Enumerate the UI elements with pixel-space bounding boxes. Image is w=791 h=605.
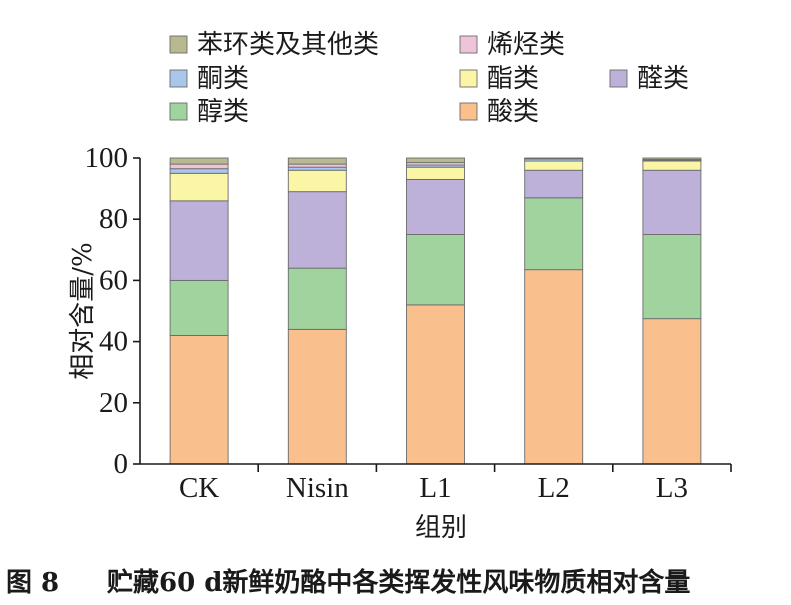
bar-segment-l1-series-0 [406, 304, 465, 465]
bars-group [169, 157, 702, 465]
bar-group-l3 [642, 157, 702, 465]
legend-item: 酯类 [459, 64, 539, 94]
bar-group-ck [169, 157, 229, 465]
legend-item: 酮类 [169, 64, 249, 94]
legend-swatch [169, 102, 188, 121]
y-tick-label: 80 [99, 203, 128, 235]
axes-group [139, 158, 731, 465]
figure-label: 图 8 [6, 568, 60, 598]
legend-label: 苯环类及其他类 [197, 30, 379, 60]
figure-caption: 图 8 贮藏60 d新鲜奶酪中各类挥发性风味物质相对含量 [0, 562, 791, 598]
legend-label: 酮类 [197, 64, 249, 94]
y-tick-label: 40 [99, 326, 128, 358]
legend-swatch [169, 69, 188, 88]
legend-label: 烯烃类 [487, 30, 565, 60]
bar-segment-ck-series-4 [169, 168, 229, 174]
legend-swatch [609, 69, 628, 88]
bar-segment-l3-series-3 [642, 160, 702, 171]
bar-segment-ck-series-0 [169, 335, 229, 465]
bar-segment-ck-series-3 [169, 172, 229, 202]
legend-label: 酸类 [487, 97, 539, 127]
bar-segment-l2-series-6 [524, 157, 584, 160]
legend-swatch [459, 35, 478, 54]
bar-segment-nisin-series-5 [287, 163, 347, 168]
bar-segment-ck-series-2 [169, 200, 229, 281]
bar-group-l2 [524, 157, 584, 465]
bar-group-l1 [406, 157, 465, 465]
legend-item: 酸类 [459, 97, 539, 127]
bar-segment-nisin-series-1 [287, 267, 347, 330]
bar-segment-l1-series-3 [406, 166, 465, 180]
legend-item: 苯环类及其他类 [169, 30, 379, 60]
y-tick-label: 100 [85, 142, 129, 174]
x-tick-label: Nisin [286, 472, 349, 504]
figure-caption-text: 贮藏60 d新鲜奶酪中各类挥发性风味物质相对含量 [107, 568, 691, 598]
legend-item: 醇类 [169, 97, 249, 127]
y-tick-label: 20 [99, 387, 128, 419]
legend-item: 烯烃类 [459, 30, 565, 60]
bar-segment-l2-series-0 [524, 269, 584, 465]
y-ticks-group: 0 20 40 60 80 100 [85, 142, 140, 480]
x-tick-label: L1 [419, 472, 451, 504]
bar-segment-l2-series-3 [524, 160, 584, 171]
y-tick-label: 60 [99, 264, 128, 296]
legend-swatch [459, 69, 478, 88]
bar-segment-nisin-series-3 [287, 169, 347, 193]
x-tick-label: L2 [538, 472, 570, 504]
legend-item: 醛类 [609, 64, 689, 94]
bar-segment-l3-series-6 [642, 157, 702, 160]
legend-swatch [169, 35, 188, 54]
bar-segment-nisin-series-0 [287, 328, 347, 465]
x-ticks-group: CK Nisin L1 L2 L3 [179, 464, 732, 504]
legend-swatch [459, 102, 478, 121]
x-tick-label: CK [179, 472, 219, 504]
bar-segment-ck-series-6 [169, 157, 229, 165]
bar-segment-nisin-series-2 [287, 191, 347, 269]
bar-segment-l1-series-2 [406, 178, 465, 235]
y-tick-label: 0 [114, 448, 129, 480]
bar-segment-ck-series-5 [169, 163, 229, 170]
bar-segment-ck-series-1 [169, 279, 229, 336]
x-axis-title: 组别 [415, 513, 467, 543]
y-axis-title: 相对含量/% [68, 242, 98, 379]
legend-label: 醇类 [197, 97, 249, 127]
bar-segment-nisin-series-6 [287, 157, 347, 165]
bar-segment-l3-series-0 [642, 318, 702, 465]
bar-segment-l1-series-1 [406, 234, 465, 306]
bar-segment-l3-series-1 [642, 234, 702, 320]
bar-segment-nisin-series-4 [287, 166, 347, 171]
bar-segment-l1-series-6 [406, 157, 465, 164]
bar-group-nisin [287, 157, 347, 465]
bar-segment-l2-series-2 [524, 169, 584, 199]
x-tick-label: L3 [656, 472, 688, 504]
bar-segment-l2-series-1 [524, 197, 584, 271]
legend-label: 醛类 [637, 64, 689, 94]
bar-segment-l3-series-2 [642, 169, 702, 235]
legend-label: 酯类 [487, 64, 539, 94]
